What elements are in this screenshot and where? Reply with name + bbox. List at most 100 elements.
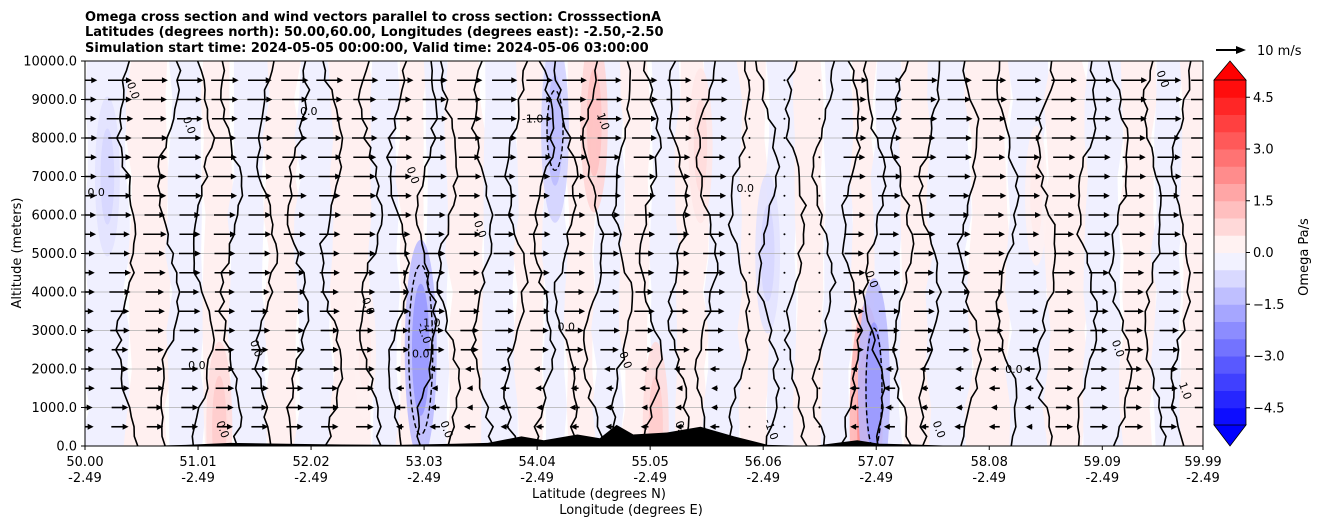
wind-vector bbox=[1051, 77, 1078, 84]
wind-vector bbox=[388, 96, 412, 103]
wind-vector bbox=[387, 212, 412, 218]
wind-vector bbox=[876, 135, 902, 141]
wind-vector bbox=[668, 154, 691, 161]
x-tick-lat-label: 50.00 bbox=[66, 455, 103, 470]
wind-vector bbox=[1193, 214, 1203, 216]
wind-vector bbox=[878, 154, 901, 161]
wind-vector bbox=[496, 346, 514, 353]
wind-vector bbox=[1055, 423, 1074, 430]
wind-vector bbox=[466, 404, 473, 411]
contour-label: 0.0 bbox=[437, 419, 455, 440]
wind-vector bbox=[423, 135, 447, 141]
wind-vector bbox=[633, 192, 656, 199]
contour-negative bbox=[865, 327, 883, 446]
wind-vector bbox=[144, 269, 166, 276]
wind-vector bbox=[844, 231, 865, 238]
wind-vector bbox=[424, 308, 446, 315]
wind-vector bbox=[319, 366, 340, 372]
wind-vector bbox=[1125, 385, 1144, 392]
wind-vector bbox=[494, 212, 515, 218]
wind-vector bbox=[356, 423, 374, 430]
contour-zero bbox=[995, 61, 1020, 446]
contour-label: 0.0 bbox=[1109, 338, 1127, 359]
wind-vector bbox=[666, 96, 693, 103]
contour-label: 0.0 bbox=[180, 115, 198, 136]
colorbar-level bbox=[1214, 97, 1246, 115]
wind-vector bbox=[354, 269, 376, 276]
wind-vector bbox=[535, 385, 545, 392]
wind-vector bbox=[562, 96, 587, 103]
wind-vector bbox=[181, 404, 199, 411]
wind-vector bbox=[1086, 77, 1112, 84]
wind-vector bbox=[1159, 327, 1179, 334]
wind-vector bbox=[1087, 250, 1111, 257]
wind-vector bbox=[569, 404, 580, 411]
wind-vector bbox=[457, 96, 482, 103]
colorbar-level bbox=[1214, 304, 1246, 322]
wind-vector bbox=[783, 252, 786, 255]
wind-vector bbox=[818, 214, 821, 216]
wind-vector bbox=[247, 173, 273, 180]
wind-vector bbox=[1017, 77, 1042, 84]
contour-label: 0.0 bbox=[1005, 363, 1023, 376]
wind-vector bbox=[705, 346, 724, 353]
wind-vector bbox=[783, 117, 786, 120]
wind-vector bbox=[599, 212, 621, 218]
wind-vector bbox=[748, 137, 751, 139]
wind-vector bbox=[988, 423, 1000, 430]
wind-vector bbox=[1019, 327, 1040, 334]
wind-vector bbox=[981, 96, 1008, 103]
wind-vector bbox=[570, 385, 579, 392]
wind-vector bbox=[1091, 385, 1108, 392]
contour-label: 0.0 bbox=[213, 419, 231, 440]
wind-vector bbox=[878, 192, 901, 199]
wind-vector bbox=[353, 231, 376, 238]
wind-vector bbox=[850, 423, 859, 430]
wind-vector bbox=[320, 404, 339, 411]
wind-vector bbox=[181, 366, 199, 372]
wind-vector bbox=[985, 327, 1004, 334]
wind-vector bbox=[351, 135, 378, 141]
wind-vector bbox=[1053, 173, 1076, 180]
wind-vector bbox=[527, 154, 552, 161]
colorbar-label: Omega Pa/s bbox=[1297, 218, 1312, 296]
wind-vector bbox=[353, 192, 377, 199]
wind-vector bbox=[316, 77, 344, 84]
wind-vector bbox=[564, 308, 586, 315]
wind-vector bbox=[355, 404, 374, 411]
wind-vector bbox=[818, 98, 821, 101]
y-tick-label: 7000.0 bbox=[32, 170, 78, 185]
wind-vector bbox=[1051, 135, 1077, 141]
wind-vector bbox=[353, 173, 376, 180]
wind-vector bbox=[145, 385, 165, 392]
wind-vector bbox=[316, 115, 343, 122]
wind-vector bbox=[914, 269, 935, 276]
wind-vector bbox=[529, 289, 550, 295]
wind-vector bbox=[982, 115, 1006, 122]
wind-vector bbox=[319, 269, 340, 276]
wind-vector bbox=[247, 96, 273, 103]
colorbar-level bbox=[1214, 218, 1246, 236]
colorbar-extend-min bbox=[1213, 424, 1247, 447]
colorbar-tick-label: 1.5 bbox=[1253, 194, 1274, 209]
x-tick-lon-label: -2.49 bbox=[972, 471, 1006, 486]
wind-vector bbox=[842, 96, 867, 103]
wind-vector bbox=[1194, 406, 1203, 409]
wind-vector bbox=[878, 212, 901, 218]
wind-vector bbox=[597, 192, 622, 199]
wind-vector bbox=[492, 192, 517, 199]
wind-vector bbox=[748, 310, 751, 313]
wind-vector bbox=[249, 289, 270, 295]
omega-feature-core bbox=[648, 375, 663, 446]
wind-vector bbox=[676, 385, 683, 392]
wind-vector bbox=[703, 289, 726, 295]
wind-vector bbox=[251, 385, 269, 392]
wind-vector bbox=[911, 96, 937, 103]
wind-vector bbox=[843, 173, 866, 180]
wind-vector bbox=[247, 154, 273, 161]
wind-vector bbox=[1124, 308, 1144, 315]
wind-vector bbox=[913, 289, 936, 295]
wind-vector bbox=[178, 250, 201, 257]
wind-vector bbox=[878, 289, 901, 295]
wind-vector bbox=[1123, 250, 1146, 257]
